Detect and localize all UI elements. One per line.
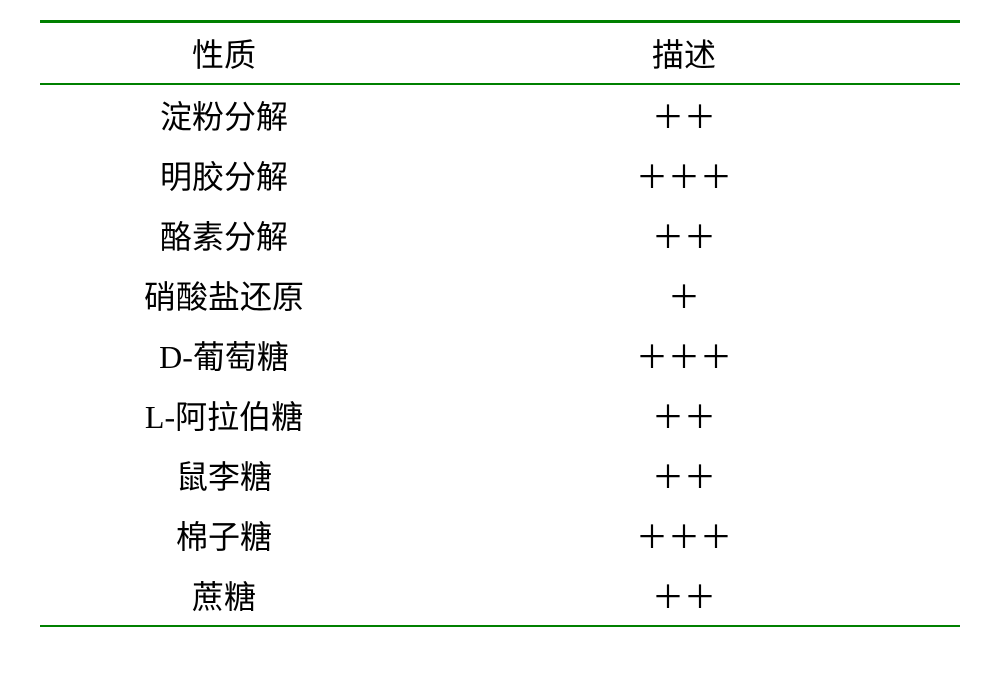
table-row: D-葡萄糖 ＋＋＋ bbox=[40, 325, 960, 385]
table-row: 明胶分解 ＋＋＋ bbox=[40, 145, 960, 205]
table-row: L-阿拉伯糖 ＋＋ bbox=[40, 385, 960, 445]
cell-description: ＋＋＋ bbox=[408, 152, 960, 198]
table-row: 鼠李糖 ＋＋ bbox=[40, 445, 960, 505]
cell-description: ＋＋ bbox=[408, 392, 960, 438]
cell-property: 明胶分解 bbox=[40, 152, 408, 198]
table-row: 硝酸盐还原 ＋ bbox=[40, 265, 960, 325]
cell-property: 硝酸盐还原 bbox=[40, 272, 408, 318]
cell-description: ＋＋＋ bbox=[408, 512, 960, 558]
cell-property: D-葡萄糖 bbox=[40, 332, 408, 378]
table-row: 酪素分解 ＋＋ bbox=[40, 205, 960, 265]
cell-property: 酪素分解 bbox=[40, 212, 408, 258]
cell-description: ＋＋ bbox=[408, 572, 960, 618]
cell-property: 棉子糖 bbox=[40, 512, 408, 558]
table-row: 淀粉分解 ＋＋ bbox=[40, 85, 960, 145]
cell-description: ＋＋ bbox=[408, 452, 960, 498]
cell-property: 鼠李糖 bbox=[40, 452, 408, 498]
cell-property: L-阿拉伯糖 bbox=[40, 392, 408, 438]
table-row: 棉子糖 ＋＋＋ bbox=[40, 505, 960, 565]
cell-description: ＋ bbox=[408, 272, 960, 318]
properties-table: 性质 描述 淀粉分解 ＋＋ 明胶分解 ＋＋＋ 酪素分解 ＋＋ 硝酸盐还原 ＋ D… bbox=[0, 20, 1000, 627]
header-property: 性质 bbox=[40, 30, 408, 76]
table-bottom-rule bbox=[40, 625, 960, 627]
cell-description: ＋＋ bbox=[408, 212, 960, 258]
table-header-row: 性质 描述 bbox=[40, 23, 960, 83]
cell-description: ＋＋＋ bbox=[408, 332, 960, 378]
table-row: 蔗糖 ＋＋ bbox=[40, 565, 960, 625]
cell-property: 淀粉分解 bbox=[40, 92, 408, 138]
cell-property: 蔗糖 bbox=[40, 572, 408, 618]
header-description: 描述 bbox=[408, 30, 960, 76]
cell-description: ＋＋ bbox=[408, 92, 960, 138]
